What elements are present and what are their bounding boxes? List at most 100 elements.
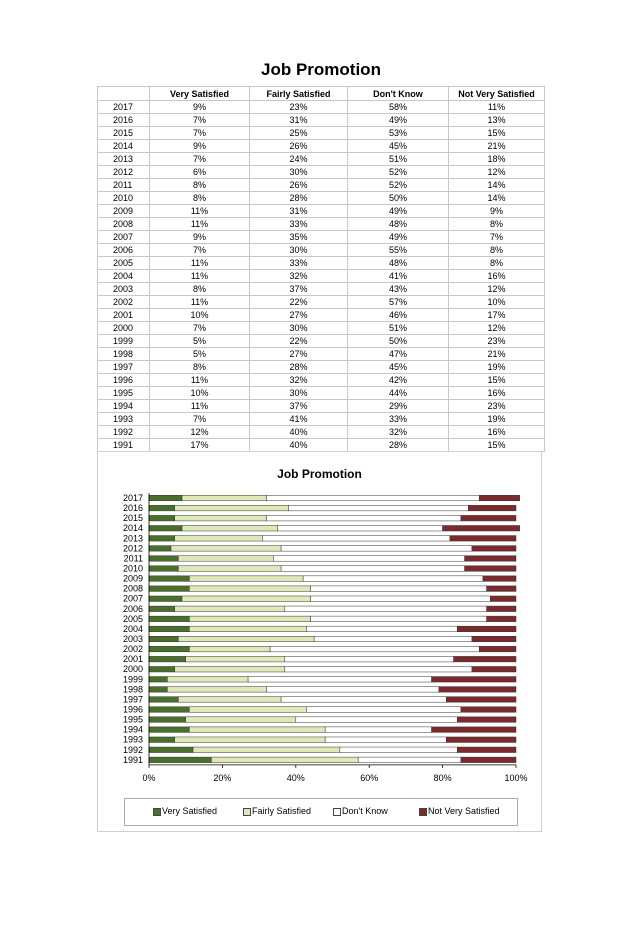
value-cell: 55% xyxy=(347,243,449,257)
legend-swatch xyxy=(333,807,341,816)
chart-title: Job Promotion xyxy=(277,467,362,481)
y-tick-label: 1997 xyxy=(123,694,143,704)
bar-segment xyxy=(277,525,443,532)
bar-segment xyxy=(148,676,168,683)
bar-segment xyxy=(148,625,190,632)
bar-segment xyxy=(457,746,517,753)
bar-segment xyxy=(148,605,175,612)
bar-segment xyxy=(280,545,473,552)
table-row: 2002 11% 22% 57% 10% xyxy=(97,295,545,309)
bar-segment xyxy=(490,595,517,602)
value-cell: 25% xyxy=(249,126,348,140)
bar-segment xyxy=(486,585,517,592)
bar-segment xyxy=(189,646,271,653)
bar-segment xyxy=(174,505,289,512)
table-row: 2014 9% 26% 45% 21% xyxy=(97,139,545,153)
table-row: 2013 7% 24% 51% 18% xyxy=(97,152,545,166)
value-cell: 11% xyxy=(149,399,250,413)
bar-segment xyxy=(178,555,275,562)
y-tick-label: 1991 xyxy=(123,755,143,765)
bar-segment xyxy=(446,736,517,743)
year-cell: 2009 xyxy=(97,204,150,218)
bar-segment xyxy=(324,726,432,733)
y-tick-label: 1993 xyxy=(123,735,143,745)
bar-segment xyxy=(174,736,326,743)
data-table: Very Satisfied Fairly Satisfied Don't Know… xyxy=(97,86,545,452)
value-cell: 6% xyxy=(149,165,250,179)
bar-segment xyxy=(174,666,286,673)
value-cell: 14% xyxy=(448,191,545,205)
y-tick-label: 2011 xyxy=(124,553,143,563)
y-tick-label: 1996 xyxy=(123,705,143,715)
table-row: 2015 7% 25% 53% 15% xyxy=(97,126,545,140)
table-header-cell: Not Very Satisfied xyxy=(448,86,545,101)
value-cell: 10% xyxy=(149,386,250,400)
x-tick-label: 0% xyxy=(142,773,155,783)
table-row: 2017 9% 23% 58% 11% xyxy=(97,100,545,114)
bar-segment xyxy=(295,716,458,723)
bar-segment xyxy=(457,716,517,723)
value-cell: 30% xyxy=(249,386,348,400)
bar-segment xyxy=(148,736,175,743)
legend-swatch xyxy=(153,807,161,816)
value-cell: 11% xyxy=(149,256,250,270)
value-cell: 40% xyxy=(249,438,348,452)
value-cell: 9% xyxy=(149,230,250,244)
table-header-row: Very Satisfied Fairly Satisfied Don't Know… xyxy=(97,86,545,101)
table-row: 2008 11% 33% 48% 8% xyxy=(97,217,545,231)
bar-segment xyxy=(148,666,175,673)
bar-segment xyxy=(185,656,286,663)
y-tick-label: 2009 xyxy=(123,574,143,584)
value-cell: 32% xyxy=(249,373,348,387)
value-cell: 45% xyxy=(347,360,449,374)
bar-segment xyxy=(148,716,186,723)
value-cell: 11% xyxy=(149,204,250,218)
value-cell: 27% xyxy=(249,308,348,322)
bar-segment xyxy=(446,696,517,703)
bar-segment xyxy=(181,495,267,502)
y-tick-label: 2002 xyxy=(123,644,143,654)
table-header-cell: Fairly Satisfied xyxy=(249,86,348,101)
bar-segment xyxy=(464,555,517,562)
value-cell: 26% xyxy=(249,139,348,153)
bar-segment xyxy=(211,756,359,763)
legend-item: Not Very Satisfied xyxy=(419,806,500,816)
value-cell: 12% xyxy=(448,165,545,179)
year-cell: 1998 xyxy=(97,347,150,361)
y-tick-label: 2012 xyxy=(123,543,143,553)
bar-segment xyxy=(284,656,454,663)
value-cell: 52% xyxy=(347,165,449,179)
value-cell: 32% xyxy=(249,269,348,283)
bar-segment xyxy=(148,595,183,602)
table-row: 1992 12% 40% 32% 16% xyxy=(97,425,545,439)
value-cell: 44% xyxy=(347,386,449,400)
table-header-cell: Don't Know xyxy=(347,86,449,101)
value-cell: 49% xyxy=(347,230,449,244)
bar-segment xyxy=(181,525,278,532)
value-cell: 47% xyxy=(347,347,449,361)
y-tick-label: 2016 xyxy=(123,503,143,513)
bar-segment xyxy=(262,535,451,542)
year-cell: 2007 xyxy=(97,230,150,244)
bar-segment xyxy=(174,515,267,522)
value-cell: 12% xyxy=(448,321,545,335)
table-row: 2011 8% 26% 52% 14% xyxy=(97,178,545,192)
year-cell: 2005 xyxy=(97,256,150,270)
y-tick-label: 2006 xyxy=(123,604,143,614)
value-cell: 30% xyxy=(249,165,348,179)
year-cell: 2008 xyxy=(97,217,150,231)
value-cell: 11% xyxy=(448,100,545,114)
table-row: 1997 8% 28% 45% 19% xyxy=(97,360,545,374)
bar-segment xyxy=(189,575,304,582)
bar-segment xyxy=(189,706,308,713)
bar-segment xyxy=(148,756,212,763)
y-tick-label: 2013 xyxy=(123,533,143,543)
table-row: 2004 11% 32% 41% 16% xyxy=(97,269,545,283)
bar-segment xyxy=(181,595,311,602)
value-cell: 29% xyxy=(347,399,449,413)
legend-item: Very Satisfied xyxy=(153,806,217,816)
year-cell: 1991 xyxy=(97,438,150,452)
value-cell: 26% xyxy=(249,178,348,192)
bar-segment xyxy=(438,686,517,693)
bar-segment xyxy=(302,575,484,582)
